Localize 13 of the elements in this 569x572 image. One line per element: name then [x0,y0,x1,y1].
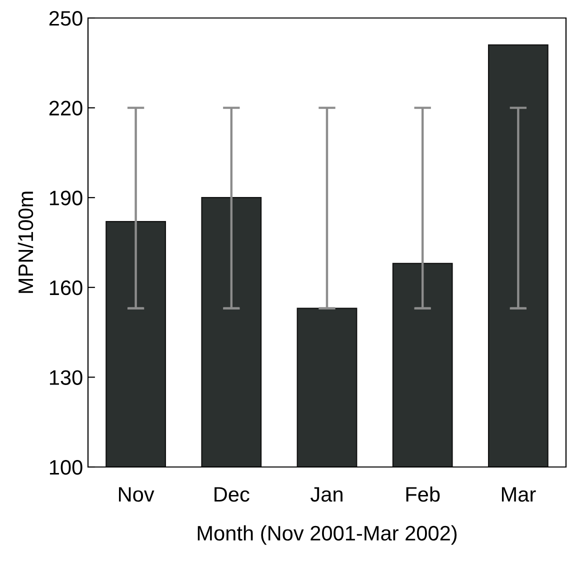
x-tick-label: Nov [118,487,154,502]
y-tick-label: 190 [50,190,82,206]
x-tick-label: Jan [310,487,342,502]
y-tick-label: 220 [49,100,82,116]
y-tick-label: 100 [50,460,82,475]
y-tick-label: 250 [49,11,82,26]
x-tick-label: Feb [406,486,440,502]
x-tick-label: Dec [214,487,250,502]
x-axis-title: Month (Nov 2001-Mar 2002) [198,525,457,545]
x-tick-label: Mar [502,487,536,502]
y-tick-label: 130 [50,370,82,385]
y-tick-label: 160 [50,280,82,296]
y-axis-title: MPN/100m [18,192,34,293]
